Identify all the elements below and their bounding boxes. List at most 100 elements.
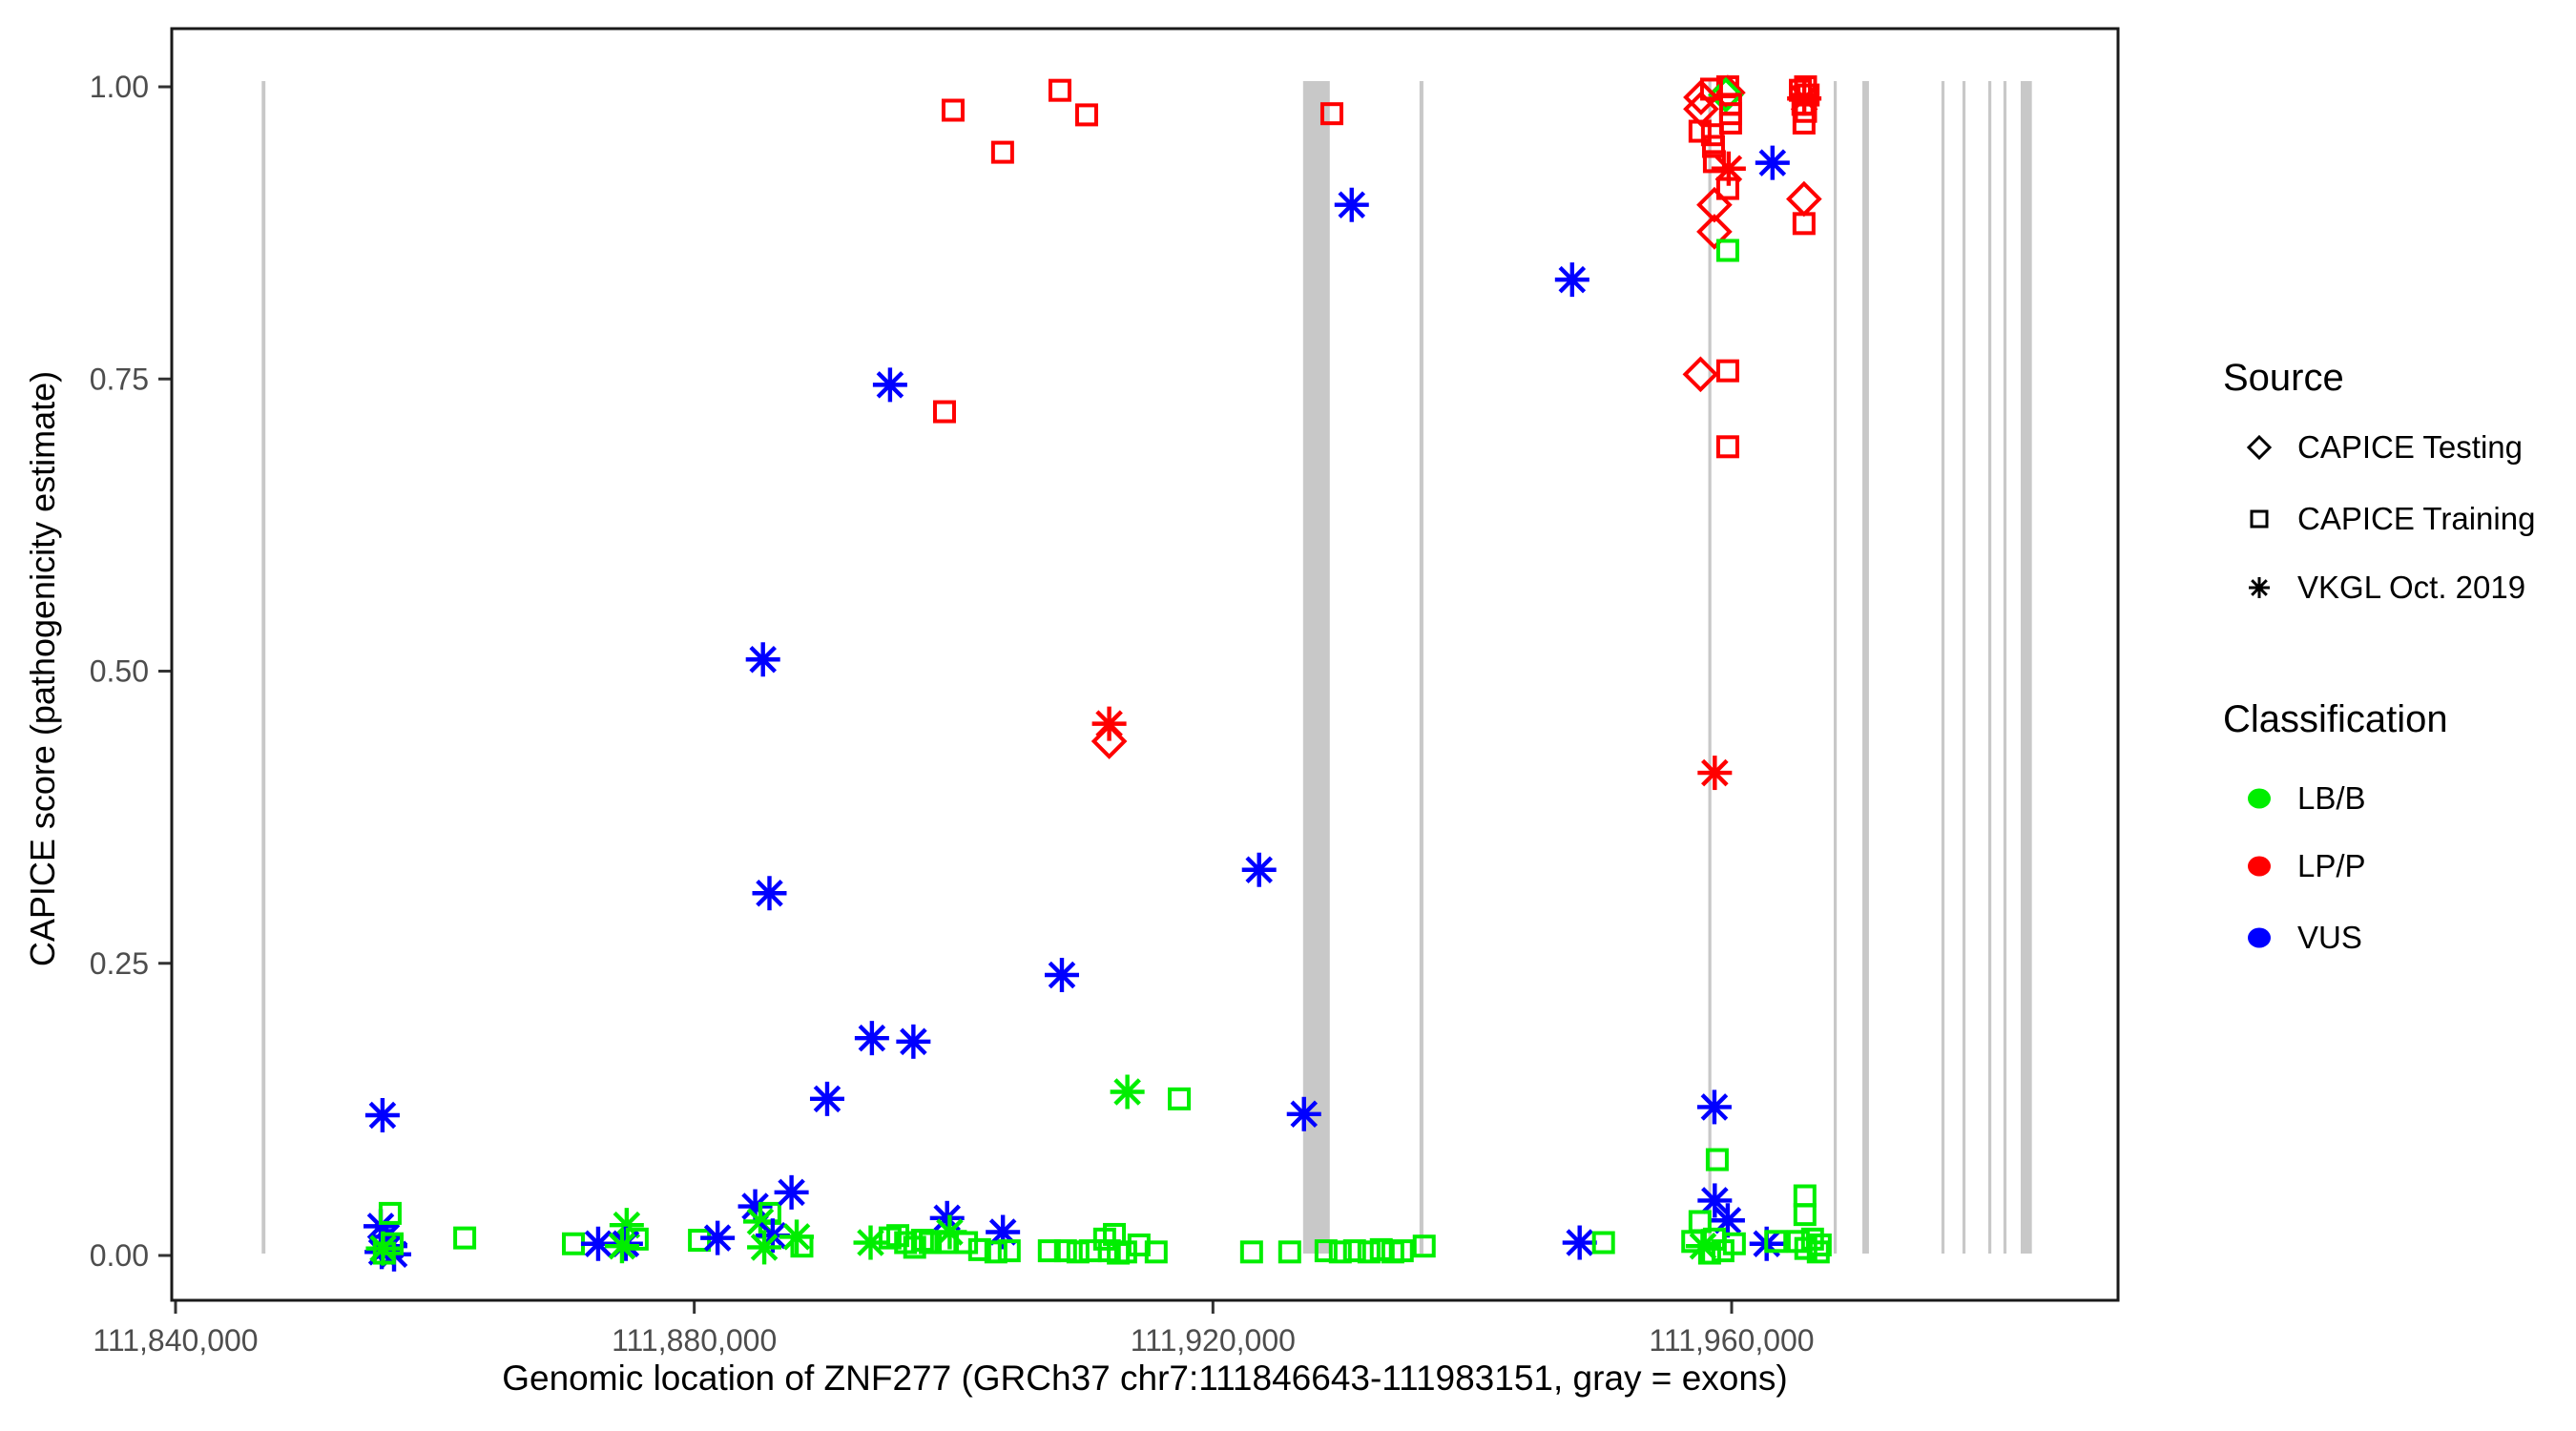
x-tick-label: 111,880,000 (612, 1323, 777, 1358)
data-point-square (1037, 1239, 1061, 1263)
exon-band (1833, 81, 1838, 1254)
legend-label-vkgl: VKGL Oct. 2019 (2297, 570, 2526, 605)
circle-icon (2248, 788, 2271, 809)
exon-band (2003, 81, 2007, 1254)
data-point-square (1053, 1239, 1077, 1263)
data-point-square (1412, 1234, 1436, 1258)
data-point-asterisk (872, 367, 907, 403)
data-point-square (1764, 1230, 1788, 1254)
data-point-square (1239, 1240, 1263, 1264)
data-point-asterisk (854, 1021, 889, 1056)
data-point-square (1591, 1231, 1615, 1255)
y-tick-label: 0.75 (90, 362, 149, 396)
data-point-square (453, 1226, 477, 1250)
data-point-square (1715, 238, 1739, 262)
legend-item-source-training: CAPICE Training (2215, 490, 2573, 548)
data-point-asterisk (1697, 1183, 1733, 1218)
y-axis-title: CAPICE score (pathogenicity estimate) (23, 370, 62, 967)
data-point-square (1314, 1239, 1338, 1263)
data-point-square (1700, 123, 1724, 147)
data-point-asterisk (604, 1229, 639, 1264)
data-point-asterisk (1697, 756, 1733, 791)
data-point-asterisk (1787, 81, 1822, 116)
asterisk-icon (2249, 577, 2270, 598)
exon-band (1987, 81, 1992, 1254)
data-point-diamond (1696, 214, 1733, 250)
circle-icon (2248, 927, 2271, 948)
data-point-square (1718, 111, 1742, 135)
data-point-square (1688, 119, 1712, 143)
data-point-square (932, 400, 956, 424)
data-point-square (967, 1237, 991, 1261)
data-point-square (941, 98, 965, 122)
data-point-diamond (1091, 723, 1128, 759)
data-point-asterisk (809, 1081, 844, 1116)
data-point-square (1793, 1203, 1817, 1227)
data-point-asterisk (1286, 1096, 1321, 1131)
data-point-square (1328, 1240, 1352, 1264)
data-point-asterisk (1696, 1089, 1732, 1125)
data-point-asterisk (747, 1230, 782, 1265)
plot-panel (172, 29, 2118, 1300)
exon-band (1962, 81, 1966, 1254)
data-point-square (955, 1231, 979, 1255)
legend-item-source-vkgl: VKGL Oct. 2019 (2215, 559, 2573, 616)
data-point-asterisk (1711, 151, 1746, 186)
data-point-square (1144, 1240, 1168, 1264)
data-point-square (1066, 1240, 1090, 1264)
data-point-square (1369, 1237, 1393, 1261)
data-point-asterisk (1110, 1074, 1145, 1110)
data-point-asterisk (700, 1220, 736, 1255)
legend-panel: Source CAPICE Testing CAPICE Training VKGL… (2215, 0, 2573, 1431)
data-point-asterisk (365, 1231, 401, 1266)
data-point-diamond (1696, 186, 1733, 223)
data-point-asterisk (1334, 187, 1369, 222)
data-point-asterisk (364, 1098, 400, 1132)
data-point-square (1048, 78, 1071, 102)
diamond-outline-icon (2246, 434, 2273, 461)
square-outline-icon (2250, 509, 2269, 529)
data-point-square (1806, 1240, 1830, 1264)
exon-band (261, 81, 266, 1254)
exon-band (1862, 81, 1869, 1254)
circle-icon (2248, 856, 2271, 877)
data-point-asterisk (1710, 1203, 1745, 1238)
y-tick-label: 0.50 (90, 654, 149, 689)
data-point-square (1705, 1148, 1729, 1172)
legend-classification-title: Classification (2223, 698, 2448, 740)
data-point-square (1697, 1241, 1721, 1265)
data-point-square (1113, 1240, 1137, 1264)
legend-icon-lb (2238, 770, 2280, 827)
data-point-square (1342, 1239, 1366, 1263)
data-point-square (1074, 103, 1098, 127)
data-point-asterisk (1755, 145, 1790, 180)
data-point-asterisk (853, 1225, 888, 1260)
data-point-square (1278, 1240, 1301, 1264)
data-point-square (1715, 176, 1739, 200)
legend-label-lb: LB/B (2297, 780, 2366, 816)
legend-item-class-vus: VUS (2215, 909, 2573, 966)
data-point-diamond (1683, 79, 1719, 115)
x-tick-label: 111,840,000 (93, 1323, 258, 1358)
data-point-square (1390, 1239, 1414, 1263)
data-point-square (984, 1240, 1008, 1264)
legend-label-training: CAPICE Training (2297, 501, 2536, 536)
x-axis-title: Genomic location of ZNF277 (GRCh37 chr7:… (502, 1358, 1788, 1398)
y-tick-label: 0.00 (90, 1238, 149, 1273)
data-point-square (1722, 1232, 1746, 1255)
data-point-square (1127, 1233, 1151, 1256)
exon-band (1302, 81, 1330, 1254)
data-point-asterisk (1044, 958, 1079, 992)
data-point-asterisk (1554, 262, 1589, 298)
data-point-asterisk (752, 876, 787, 911)
data-point-square (1808, 1233, 1832, 1256)
data-point-square (378, 1201, 402, 1225)
legend-item-class-lp: LP/P (2215, 838, 2573, 895)
data-point-asterisk (745, 642, 780, 677)
data-point-square (688, 1229, 712, 1253)
data-point-square (790, 1234, 814, 1258)
legend-icon-testing (2238, 419, 2280, 476)
data-point-square (997, 1239, 1021, 1263)
data-point-square (1357, 1240, 1381, 1264)
